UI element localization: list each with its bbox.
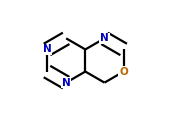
Text: O: O [119,67,128,77]
Text: N: N [100,33,109,43]
Text: N: N [43,44,51,54]
Text: N: N [62,78,71,88]
